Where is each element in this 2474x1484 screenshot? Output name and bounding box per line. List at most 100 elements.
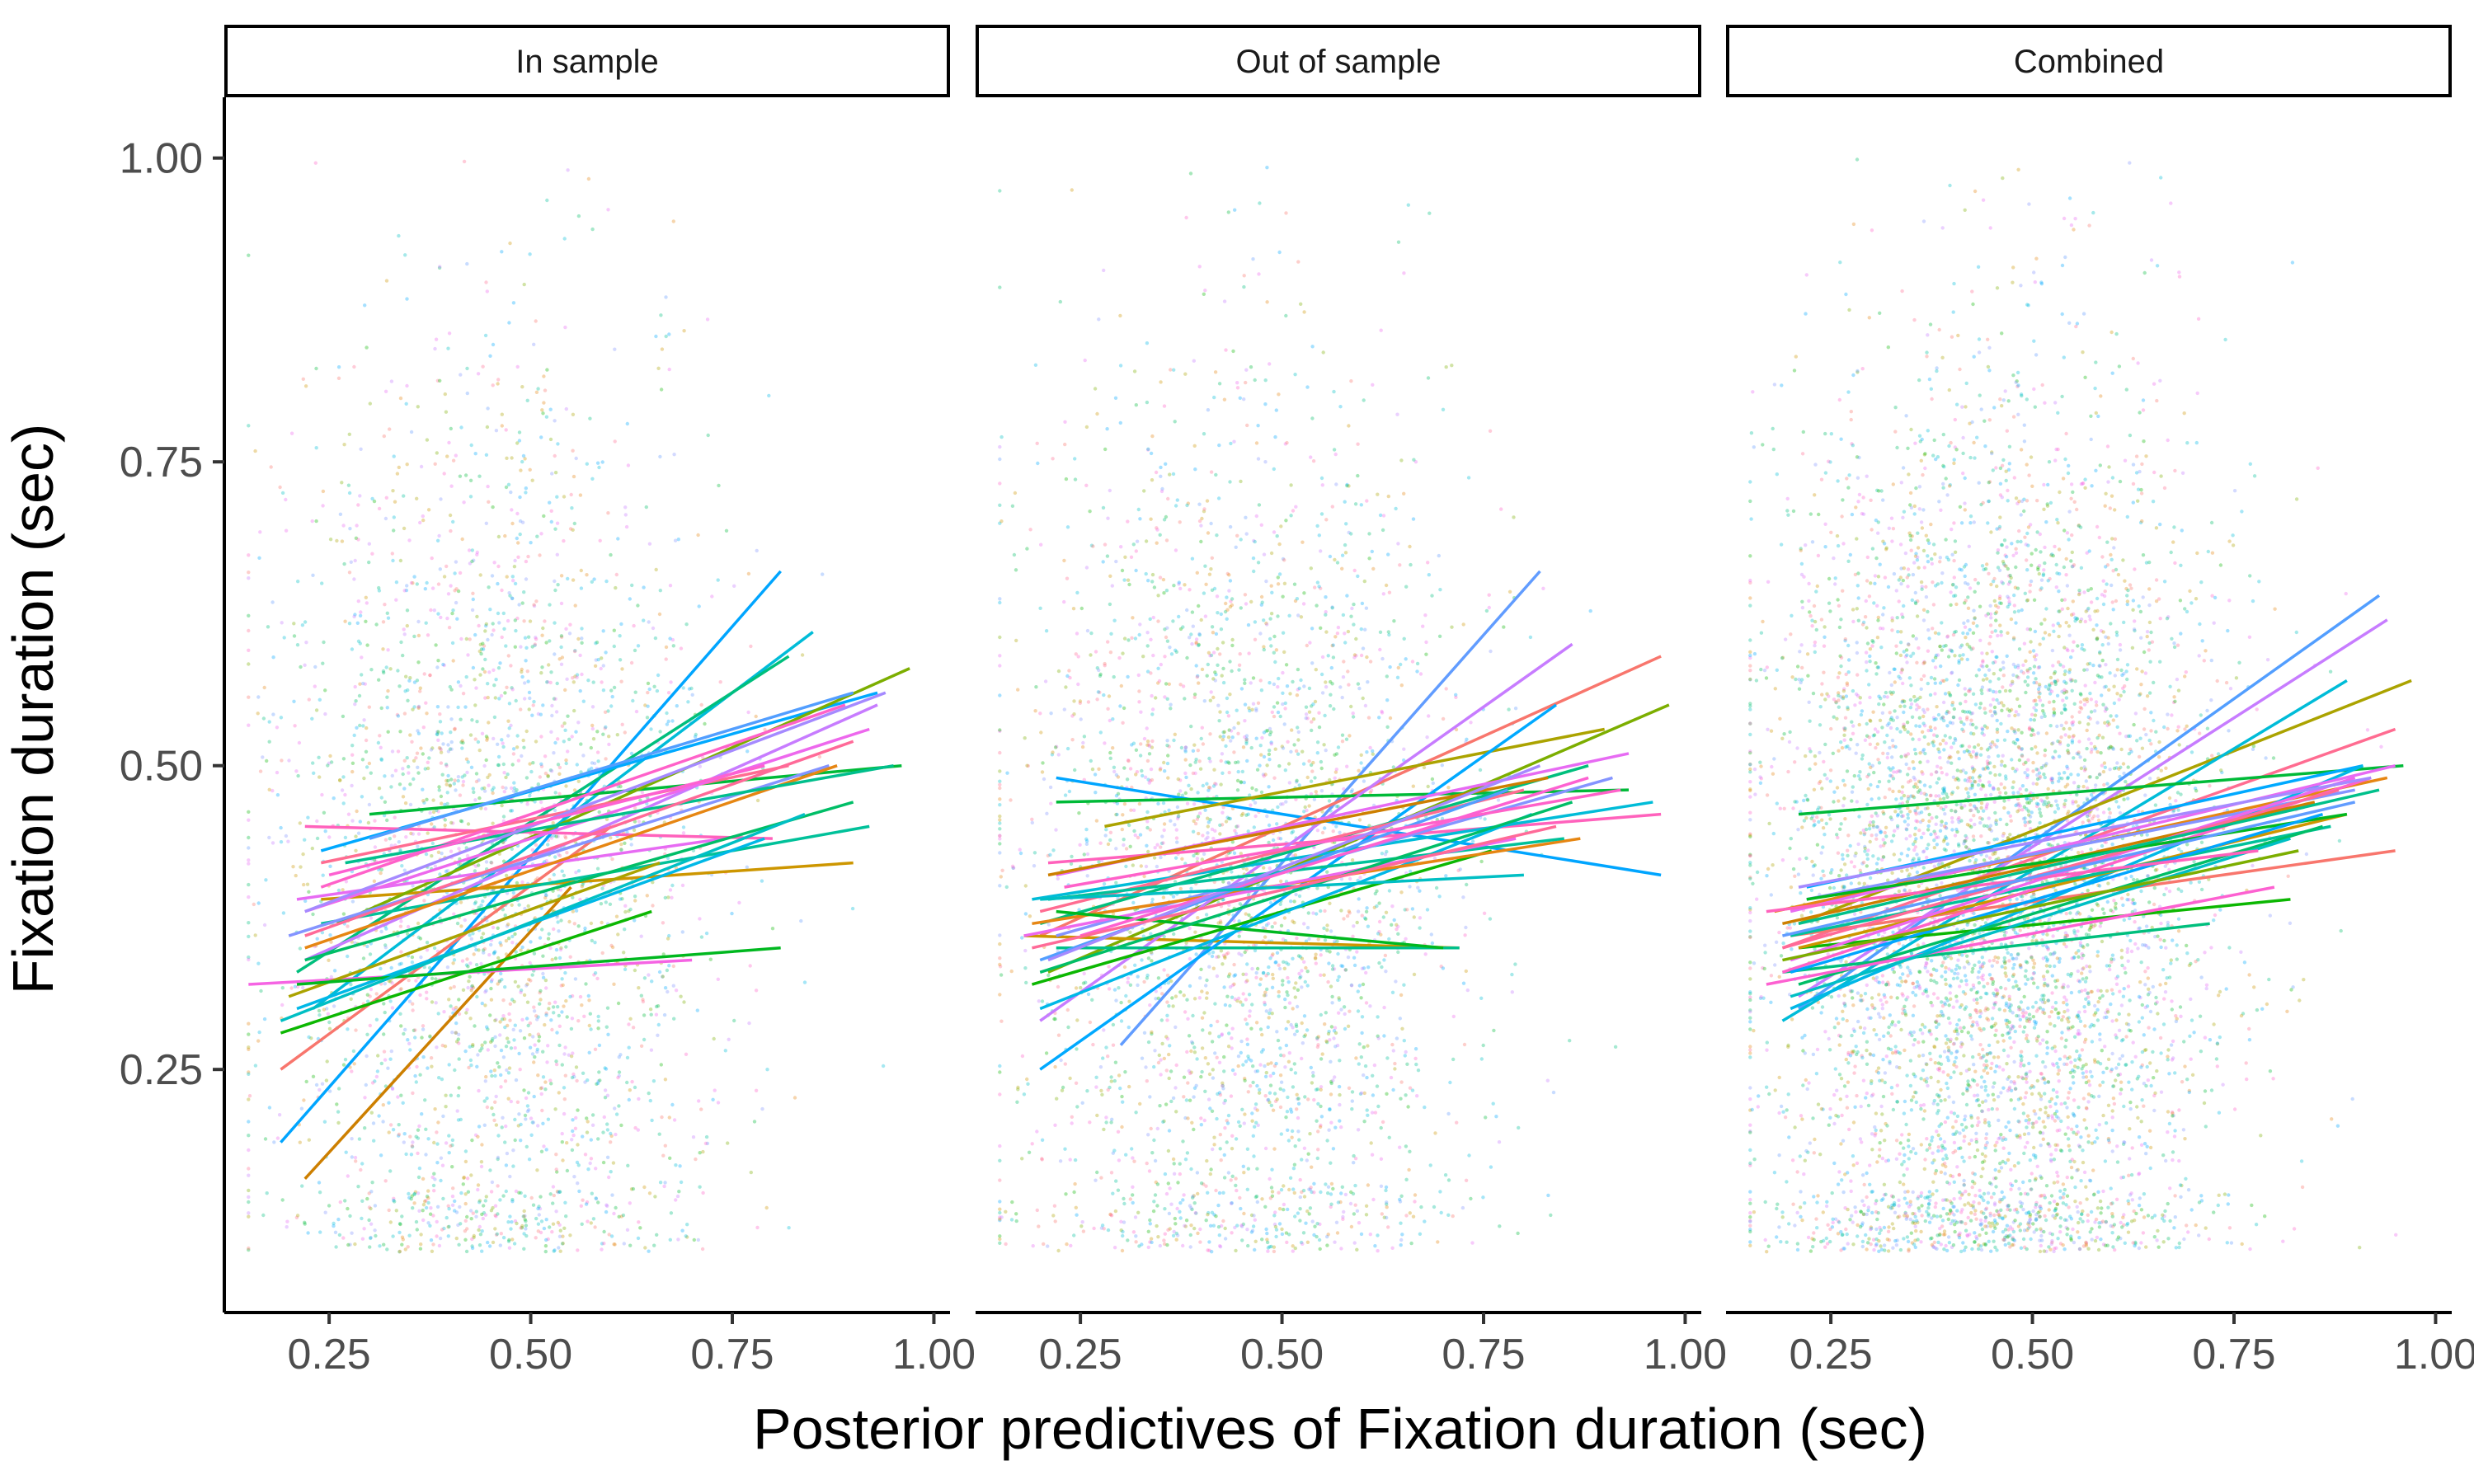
scatter-point <box>332 1221 336 1226</box>
scatter-point <box>510 934 515 939</box>
scatter-point <box>1183 1223 1187 1228</box>
scatter-point <box>465 1214 469 1219</box>
scatter-point <box>1183 745 1188 749</box>
scatter-point <box>594 1167 598 1171</box>
scatter-point <box>486 1048 490 1052</box>
scatter-point <box>1099 1088 1103 1093</box>
scatter-point <box>461 988 466 993</box>
scatter-point <box>354 848 358 853</box>
scatter-point <box>1092 1226 1096 1231</box>
scatter-point <box>562 1086 567 1090</box>
scatter-point <box>998 481 1002 486</box>
scatter-point <box>372 499 377 504</box>
scatter-point <box>1138 754 1143 758</box>
scatter-point <box>503 1025 507 1030</box>
scatter-point <box>355 524 359 528</box>
scatter-point <box>275 1136 280 1140</box>
scatter-point <box>1263 1003 1268 1007</box>
scatter-point <box>685 1223 689 1227</box>
scatter-point <box>1380 528 1385 533</box>
scatter-point <box>543 1087 548 1092</box>
scatter-point <box>601 629 605 633</box>
scatter-point <box>1367 532 1371 536</box>
scatter-point <box>1174 856 1178 860</box>
scatter-point <box>373 1079 377 1083</box>
scatter-point <box>605 1093 610 1098</box>
scatter-point <box>449 730 453 735</box>
scatter-point <box>650 1118 654 1123</box>
scatter-point <box>656 366 661 370</box>
scatter-point <box>1122 843 1126 848</box>
scatter-point <box>1232 982 1236 987</box>
scatter-point <box>332 1223 336 1228</box>
scatter-point <box>393 500 397 504</box>
fit-line <box>303 885 572 1181</box>
scatter-point <box>1216 646 1220 651</box>
scatter-point <box>1107 694 1112 698</box>
scatter-point <box>1073 477 1078 481</box>
scatter-point <box>1260 1237 1264 1242</box>
scatter-point <box>456 680 461 684</box>
scatter-point <box>523 697 527 701</box>
scatter-point <box>593 1047 598 1052</box>
scatter-point <box>643 703 647 707</box>
scatter-point <box>1127 823 1131 828</box>
scatter-point <box>292 634 297 638</box>
scatter-point <box>247 723 251 727</box>
scatter-point <box>586 679 590 683</box>
scatter-point <box>553 1000 557 1004</box>
scatter-point <box>1162 591 1166 595</box>
scatter-point <box>563 1045 567 1050</box>
scatter-point <box>1507 707 1511 711</box>
scatter-point <box>574 730 578 734</box>
scatter-point <box>1225 1121 1230 1125</box>
scatter-point <box>528 1021 533 1026</box>
scatter-point <box>515 1100 520 1105</box>
scatter-point <box>517 1051 521 1056</box>
scatter-point <box>618 784 623 789</box>
scatter-point <box>623 505 628 510</box>
scatter-point <box>431 1214 435 1218</box>
scatter-point <box>336 1087 341 1091</box>
scatter-point <box>586 176 591 181</box>
scatter-point <box>530 848 534 852</box>
scatter-point <box>647 542 652 546</box>
scatter-point <box>1103 741 1107 745</box>
scatter-point <box>530 1052 535 1056</box>
scatter-point <box>1324 680 1328 684</box>
scatter-point <box>1380 1212 1385 1216</box>
scatter-point <box>1434 885 1439 890</box>
scatter-point <box>567 632 572 636</box>
scatter-point <box>247 862 251 866</box>
scatter-point <box>529 1116 534 1120</box>
scatter-point <box>1289 899 1293 904</box>
scatter-point <box>508 1174 512 1179</box>
scatter-point <box>1223 1237 1228 1241</box>
scatter-point <box>1244 737 1249 741</box>
scatter-point <box>503 913 507 918</box>
scatter-point <box>1264 621 1268 626</box>
scatter-point <box>625 1228 630 1233</box>
scatter-point <box>581 882 585 887</box>
scatter-point <box>589 921 594 926</box>
scatter-point <box>329 760 334 764</box>
scatter-point <box>343 835 348 840</box>
scatter-point <box>378 734 382 738</box>
scatter-point <box>1287 1051 1292 1055</box>
scatter-point <box>284 834 289 838</box>
scatter-point <box>457 847 461 851</box>
scatter-point <box>573 1126 578 1131</box>
scatter-point <box>754 989 759 993</box>
scatter-point <box>340 481 344 485</box>
scatter-point <box>1268 362 1272 366</box>
scatter-point <box>589 1221 593 1225</box>
scatter-point <box>557 852 561 857</box>
scatter-point <box>1250 1119 1254 1123</box>
scatter-point <box>1319 672 1324 677</box>
scatter-point <box>403 689 407 693</box>
scatter-point <box>1329 984 1333 989</box>
scatter-point <box>1074 1081 1079 1086</box>
scatter-point <box>479 936 484 940</box>
scatter-point <box>392 1198 396 1203</box>
scatter-point <box>1040 1138 1045 1143</box>
